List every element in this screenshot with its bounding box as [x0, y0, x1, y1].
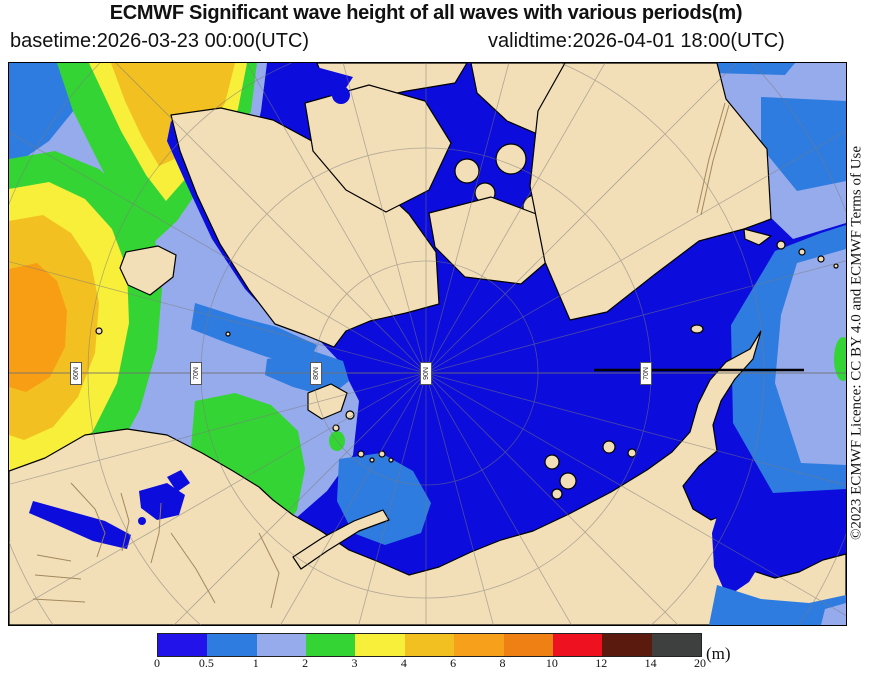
colorbar-tick-1: 1: [252, 656, 259, 670]
land-layer: [9, 63, 846, 625]
aleutian-island-4: [833, 263, 839, 269]
colorbar-segment-0.5-1: [207, 634, 257, 656]
baltic-sea: [29, 501, 131, 549]
iceland-landmass: [119, 245, 177, 296]
colorbar-segment-1-2: [256, 634, 307, 656]
victoria-island: [428, 196, 558, 285]
colorbar-tick-2: 2: [302, 656, 309, 670]
sea-of-okhotsk: [712, 495, 771, 597]
wave-height-colorbar: [157, 633, 702, 657]
devon-island: [454, 158, 480, 184]
severnaya-zemlya-2: [559, 472, 577, 490]
novaya-zemlya: [292, 509, 390, 570]
colorbar-tick-14: 14: [644, 656, 657, 670]
atlantic-storm-6-8m: [9, 263, 67, 392]
lake-ladoga: [112, 530, 122, 540]
bering-green-spot: [834, 337, 846, 381]
new-siberian-island-1: [602, 440, 616, 454]
colorbar-segment-4-6: [404, 634, 455, 656]
colorbar-tick-10: 10: [545, 656, 558, 670]
colorbar-tick-0: 0: [154, 656, 160, 670]
colorbar-tick-12: 12: [595, 656, 608, 670]
bering-field-1-2m: [775, 249, 846, 465]
severnaya-zemlya-3: [551, 488, 563, 500]
foxe-basin: [332, 86, 350, 104]
top-edge-band: [697, 63, 795, 75]
wrangel-island: [690, 324, 704, 334]
franz-josef-3: [378, 450, 386, 458]
franz-josef-1: [357, 450, 365, 458]
white-sea: [139, 483, 185, 520]
colorbar-unit: (m): [706, 644, 731, 663]
page-title: ECMWF Significant wave height of all wav…: [109, 2, 743, 24]
alaska-peninsula: [743, 228, 772, 246]
severnaya-zemlya-1: [544, 454, 560, 470]
basetime-label: basetime:2026-03-23 00:00(UTC): [10, 30, 310, 52]
colorbar-tick-4: 4: [400, 656, 407, 670]
copyright-text: ©2023 ECMWF Licence: CC BY 4.0 and ECMWF…: [848, 145, 864, 541]
alaska-landmass: [529, 63, 772, 321]
wave-height-map: 60N 70N 80N 90N 70N: [8, 62, 847, 626]
colorbar-segment-12-14: [602, 634, 652, 656]
colorbar-tick-20: 20: [694, 656, 706, 670]
faroe-islands: [95, 327, 103, 335]
white-sea-entrance: [167, 470, 190, 492]
lake-onega: [138, 517, 146, 525]
map-canvas: [9, 63, 846, 625]
colorbar-segment-8-10: [503, 634, 553, 656]
time-row: basetime:2026-03-23 00:00(UTC) validtime…: [0, 30, 870, 56]
validtime-label: validtime:2026-04-01 18:00(UTC): [488, 30, 785, 52]
colorbar-segment-6-8: [454, 634, 504, 656]
colorbar-segment-14-20: [651, 634, 701, 656]
colorbar-tick-0.5: 0.5: [198, 656, 214, 670]
aleutian-island-3: [817, 255, 825, 263]
colorbar-tick-8: 8: [499, 656, 506, 670]
baffin-island: [304, 84, 452, 213]
copyright-notice: ©2023 ECMWF Licence: CC BY 4.0 and ECMWF…: [844, 62, 869, 624]
colorbar-segment-0-0.5: [158, 634, 208, 656]
aleutian-island-2: [798, 248, 806, 256]
aleutian-island-1: [776, 240, 786, 250]
colorbar-tick-6: 6: [450, 656, 457, 670]
country-borders: [32, 102, 730, 609]
colorbar-tick-3: 3: [351, 656, 358, 670]
colorbar-tick-labels: 0 0.5 1 2 3 4 6 8 10 12 14 20: [154, 656, 706, 670]
okhotsk-05-1m-patch: [709, 585, 846, 625]
svalbard: [307, 383, 348, 420]
jan-mayen-island: [225, 331, 231, 337]
corner-1-2m-patch: [821, 603, 846, 625]
inland-seas: [29, 65, 771, 597]
colorbar-segment-3-4: [355, 634, 405, 656]
colorbar-segment-2-3: [306, 634, 356, 656]
colorbar-segment-10-12: [552, 634, 603, 656]
franz-josef-4: [388, 457, 394, 463]
franz-josef-2: [369, 457, 375, 463]
